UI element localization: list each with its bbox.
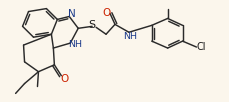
Text: NH: NH [68, 40, 82, 49]
Text: NH: NH [122, 32, 136, 41]
Text: N: N [68, 9, 76, 19]
Text: S: S [88, 20, 95, 30]
Text: O: O [60, 74, 68, 84]
Text: O: O [101, 8, 110, 18]
Text: Cl: Cl [196, 42, 205, 52]
